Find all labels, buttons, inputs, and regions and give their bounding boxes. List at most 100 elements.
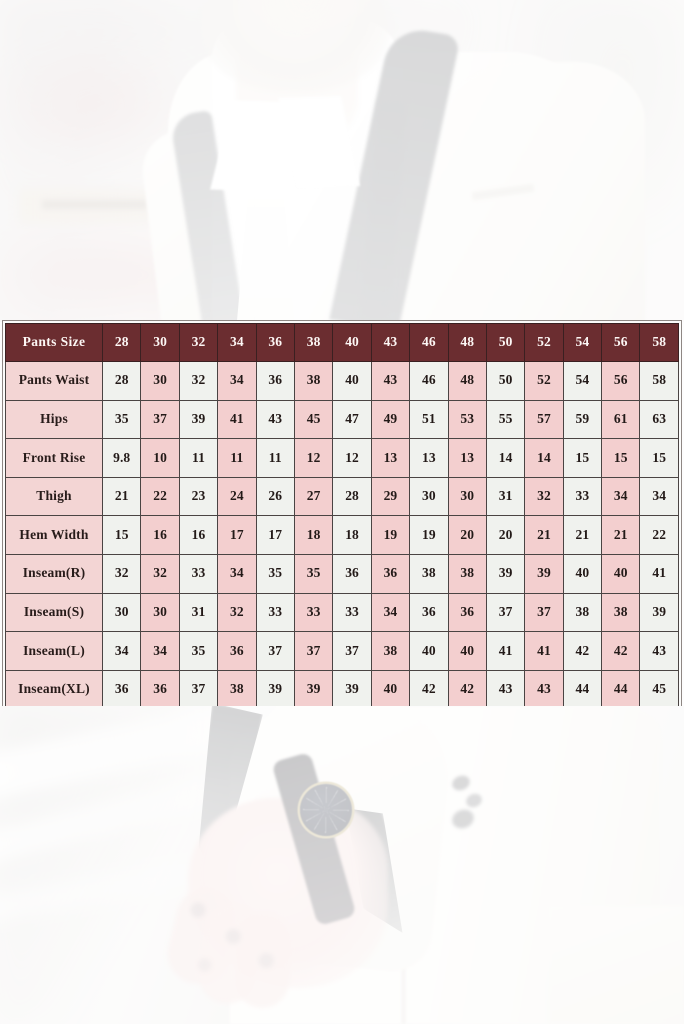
cell-hem-width-46: 19	[409, 515, 449, 555]
cell-front-rise-54: 15	[562, 438, 603, 478]
cell-inseam-l-46: 40	[409, 631, 449, 671]
cell-inseam-s-30: 30	[140, 592, 180, 633]
cell-hips-56: 61	[601, 399, 641, 440]
cell-inseam-l-48: 40	[447, 631, 487, 671]
table-row: Front Rise 9.8 10 11 11 11 12 12 13 13 13 14 14 15 15 1…	[5, 438, 679, 478]
cell-hips-40: 47	[332, 399, 372, 440]
header-cell-size-46: 46	[409, 323, 449, 362]
table-row: Pants Waist 28 30 32 34 36 38 40 43 46 48 50 52 54 56 5…	[5, 361, 679, 401]
cell-thigh-38: 27	[293, 476, 334, 517]
row-label-inseam-r: Inseam(R)	[5, 553, 103, 594]
cell-inseam-xl-58: 45	[639, 669, 679, 710]
cell-inseam-r-48: 38	[447, 553, 487, 594]
row-label-inseam-s: Inseam(S)	[5, 592, 103, 633]
cell-hips-38: 45	[293, 399, 334, 440]
cell-inseam-xl-56: 44	[601, 669, 641, 710]
cell-inseam-s-58: 39	[639, 592, 679, 633]
cell-inseam-s-52: 37	[524, 592, 564, 633]
cell-inseam-xl-54: 44	[562, 669, 603, 710]
cell-front-rise-30: 10	[140, 438, 180, 478]
cell-pants-waist-36: 36	[255, 361, 295, 401]
cell-inseam-r-46: 38	[409, 553, 449, 594]
header-cell-size-32: 32	[178, 323, 219, 362]
cell-inseam-xl-38: 39	[293, 669, 334, 710]
cell-inseam-l-30: 34	[140, 631, 180, 671]
cell-hips-43: 49	[370, 399, 411, 440]
cell-hem-width-36: 17	[255, 515, 295, 555]
cell-inseam-l-34: 36	[217, 631, 257, 671]
cell-pants-waist-50: 50	[485, 361, 526, 401]
cell-hem-width-40: 18	[332, 515, 372, 555]
cell-inseam-r-43: 36	[370, 553, 411, 594]
cell-inseam-xl-40: 39	[332, 669, 372, 710]
cell-inseam-l-36: 37	[255, 631, 295, 671]
row-label-inseam-xl: Inseam(XL)	[5, 669, 103, 710]
cell-thigh-34: 24	[217, 476, 257, 517]
cell-inseam-l-54: 42	[562, 631, 603, 671]
cell-thigh-58: 34	[639, 476, 679, 517]
row-label-thigh: Thigh	[5, 476, 103, 517]
cell-inseam-s-38: 33	[293, 592, 334, 633]
cell-inseam-xl-46: 42	[409, 669, 449, 710]
header-cell-size-40: 40	[332, 323, 372, 362]
cell-hem-width-48: 20	[447, 515, 487, 555]
cell-inseam-xl-52: 43	[524, 669, 564, 710]
cell-inseam-r-56: 40	[601, 553, 641, 594]
cell-inseam-l-40: 37	[332, 631, 372, 671]
cell-front-rise-34: 11	[217, 438, 257, 478]
cell-thigh-28: 21	[101, 476, 142, 517]
cell-inseam-r-50: 39	[485, 553, 526, 594]
cell-inseam-s-56: 38	[601, 592, 641, 633]
cell-thigh-36: 26	[255, 476, 295, 517]
cell-pants-waist-43: 43	[370, 361, 411, 401]
cell-pants-waist-48: 48	[447, 361, 487, 401]
cell-hips-52: 57	[524, 399, 564, 440]
cell-front-rise-32: 11	[178, 438, 219, 478]
cell-hem-width-43: 19	[370, 515, 411, 555]
cell-hips-32: 39	[178, 399, 219, 440]
header-cell-size-58: 58	[639, 323, 679, 362]
cell-inseam-l-43: 38	[370, 631, 411, 671]
header-cell-size-38: 38	[293, 323, 334, 362]
cell-thigh-48: 30	[447, 476, 487, 517]
cell-inseam-l-58: 43	[639, 631, 679, 671]
cell-inseam-xl-43: 40	[370, 669, 411, 710]
row-label-pants-waist: Pants Waist	[5, 361, 103, 401]
header-cell-size-36: 36	[255, 323, 295, 362]
cell-hips-28: 35	[101, 399, 142, 440]
cell-hips-34: 41	[217, 399, 257, 440]
cell-hem-width-50: 20	[485, 515, 526, 555]
cell-hem-width-32: 16	[178, 515, 219, 555]
cell-inseam-l-52: 41	[524, 631, 564, 671]
cell-hips-54: 59	[562, 399, 603, 440]
cell-hips-58: 63	[639, 399, 679, 440]
cell-inseam-s-48: 36	[447, 592, 487, 633]
cell-thigh-46: 30	[409, 476, 449, 517]
cell-inseam-xl-48: 42	[447, 669, 487, 710]
row-label-hips: Hips	[5, 399, 103, 440]
cell-pants-waist-34: 34	[217, 361, 257, 401]
cell-inseam-r-58: 41	[639, 553, 679, 594]
hero-photo-bottom	[0, 706, 684, 1024]
size-chart-body: Pants Waist 28 30 32 34 36 38 40 43 46 48 50 52 54 56 5…	[5, 361, 679, 710]
header-cell-pants-size: Pants Size	[5, 323, 103, 362]
cell-front-rise-52: 14	[524, 438, 564, 478]
cell-front-rise-36: 11	[255, 438, 295, 478]
cell-inseam-s-36: 33	[255, 592, 295, 633]
row-label-hem-width: Hem Width	[5, 515, 103, 555]
header-cell-size-43: 43	[370, 323, 411, 362]
cell-inseam-xl-50: 43	[485, 669, 526, 710]
header-cell-size-54: 54	[562, 323, 603, 362]
size-chart-table: Pants Size 28 30 32 34 36 38 40 43 46 48 50 52 54 56 5…	[5, 323, 679, 710]
cell-inseam-r-32: 33	[178, 553, 219, 594]
cell-front-rise-58: 15	[639, 438, 679, 478]
cell-inseam-l-28: 34	[101, 631, 142, 671]
cell-inseam-r-40: 36	[332, 553, 372, 594]
cell-inseam-l-50: 41	[485, 631, 526, 671]
cell-inseam-r-30: 32	[140, 553, 180, 594]
cell-front-rise-38: 12	[293, 438, 334, 478]
cell-inseam-s-46: 36	[409, 592, 449, 633]
cell-thigh-50: 31	[485, 476, 526, 517]
cell-inseam-xl-32: 37	[178, 669, 219, 710]
cell-front-rise-28: 9.8	[101, 438, 142, 478]
